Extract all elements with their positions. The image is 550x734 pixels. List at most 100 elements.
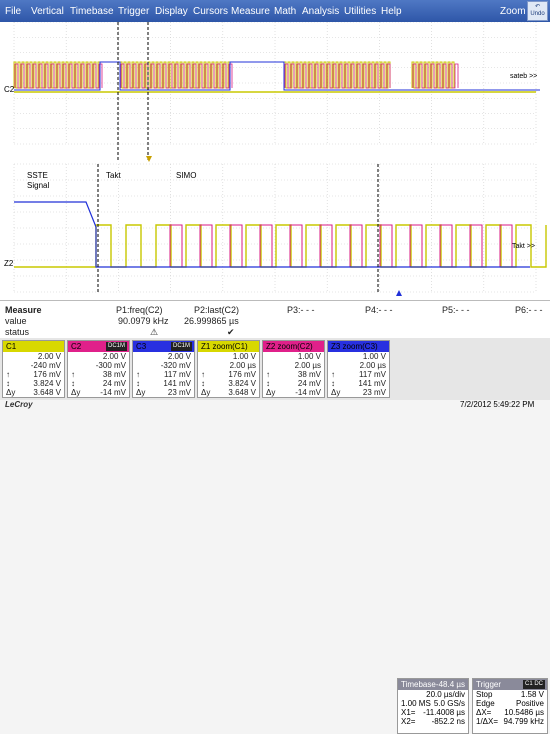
row-symbol: ↕ [6,379,10,388]
row-value: 176 mV [228,370,256,379]
menu-analysis[interactable]: Analysis [302,6,340,17]
brand-logo: LeCroy [5,400,33,409]
zoom-button[interactable]: Zoom [500,6,526,17]
row-value: 2.00 V [37,352,61,361]
channel-row: ↕ 141 mV [133,379,194,388]
channel-name: C3 [136,342,147,351]
channel-row: 2.00 V [133,352,194,361]
timebase-samples: 1.00 MS [401,699,431,708]
row-value: 2.00 V [167,352,191,361]
measure-panel: Measure value status P1:freq(C2) 90.0979… [0,300,550,338]
datetime: 7/2/2012 5:49:22 PM [460,400,535,409]
undo-button[interactable]: ↶ Undo [527,1,548,21]
channel-row: -300 mV [68,361,129,370]
inv-delta-x-label: 1/ΔX= [476,717,499,726]
channel-row: ↑ 117 mV [328,370,389,379]
channel-name: Z2 zoom(C2) [266,342,313,351]
menu-display[interactable]: Display [155,6,188,17]
channel-box-0[interactable]: C1 2.00 V -240 mV ↑ 176 mV ↕ 3.824 V Δy 3.648 V [2,340,65,398]
burst-data-trace [14,63,103,89]
inv-delta-x-value: 94.799 kHz [503,717,544,726]
p4-name[interactable]: P4:- - - [365,305,393,315]
timebase-offset: -48.4 µs [435,680,465,689]
channel-row: ↕ 24 mV [68,379,129,388]
row-symbol: ↕ [136,379,140,388]
menu-measure[interactable]: Measure [231,6,270,17]
p3-name[interactable]: P3:- - - [287,305,315,315]
delta-x-value: 10.5486 µs [504,708,544,717]
p6-name[interactable]: P6:- - - [515,305,543,315]
channel-header: C1 [3,341,64,352]
trigger-level: 1.58 V [520,690,544,699]
channel-name: Z3 zoom(C3) [331,342,378,351]
menu-help[interactable]: Help [381,6,402,17]
channel-box-5[interactable]: Z3 zoom(C3) 1.00 V 2.00 µs ↑ 117 mV ↕ 141 mV Δy… [327,340,390,398]
channel-box-4[interactable]: Z2 zoom(C2) 1.00 V 2.00 µs ↑ 38 mV ↕ 24 mV Δy -1… [262,340,325,398]
channel-row: 1.00 V [263,352,324,361]
trigger-label: Trigger [476,680,502,689]
row-symbol: ↑ [136,370,140,379]
row-value: 117 mV [359,370,386,379]
p1-name[interactable]: P1:freq(C2) [116,305,163,315]
row-symbol: ↑ [6,370,10,379]
timebase-rate: 20.0 µs/div [426,690,465,699]
takt-label: Takt [106,171,121,180]
row-value: 117 mV [164,370,191,379]
menu-timebase[interactable]: Timebase [70,6,114,17]
row-symbol: ↕ [331,379,335,388]
channel-row: -320 mV [133,361,194,370]
channel-box-2[interactable]: C3 DC1M 2.00 V -320 mV ↑ 117 mV ↕ 141 mV Δy 23 mV [132,340,195,398]
row-value: 24 mV [102,379,126,388]
simo-label: SIMO [176,171,196,180]
channel-row: ↑ 38 mV [68,370,129,379]
channel-name: C2 [71,342,82,351]
waveform-display[interactable]: C2 sateb >> Z2 Takt >> SSTE Signal Takt … [0,22,550,300]
row-value: 141 mV [163,379,191,388]
trigger-box[interactable]: Trigger C1 DC Stop 1.58 V Edge Positive ΔX=… [472,678,548,734]
channel-name: C1 [6,342,17,351]
trigger-slope: Positive [515,699,544,708]
burst-data-trace [412,63,459,89]
timebase-box[interactable]: Timebase -48.4 µs 20.0 µs/div 1.00 MS 5.0 … [397,678,469,734]
p5-name[interactable]: P5:- - - [442,305,470,315]
channel-header: C3 DC1M [133,341,194,352]
c3-top-trace [14,61,540,91]
menu-utilities[interactable]: Utilities [344,6,377,17]
c2-data-trace [169,224,513,268]
menu-file[interactable]: File [5,6,22,17]
channel-row: ↕ 24 mV [263,379,324,388]
p2-name[interactable]: P2:last(C2) [194,305,240,315]
trigger-type: Edge [476,699,495,708]
channel-row: Δy 23 mV [328,388,389,397]
timebase-label: Timebase [401,680,436,689]
p2-value: 26.999865 µs [184,316,239,326]
channel-row: 2.00 V [3,352,64,361]
row-value: 3.648 V [228,388,256,397]
row-value: 2.00 µs [229,361,256,370]
row-value: 38 mV [297,370,321,379]
channel-row: ↑ 117 mV [133,370,194,379]
row-symbol: Δy [331,388,341,397]
timebase-sample-rate: 5.0 GS/s [433,699,465,708]
row-symbol: Δy [71,388,81,397]
row-value: 23 mV [167,388,191,397]
channel-row: ↑ 38 mV [263,370,324,379]
menu-cursors[interactable]: Cursors [193,6,229,17]
top-tag-label: sateb >> [510,73,537,80]
signal-label: Signal [27,181,49,190]
channel-header: C2 DC1M [68,341,129,352]
channel-row: Δy -14 mV [263,388,324,397]
p1-status-warning-icon: ⚠ [150,327,159,337]
menu-trigger[interactable]: Trigger [118,6,150,17]
burst-data-trace [284,63,391,89]
menu-math[interactable]: Math [274,6,297,17]
burst-data-trace [120,63,233,89]
row-value: 2.00 µs [359,361,386,370]
menu-vertical[interactable]: Vertical [31,6,64,17]
traces [13,61,547,268]
channel-box-1[interactable]: C2 DC1M 2.00 V -300 mV ↑ 38 mV ↕ 24 mV Δy -14 mV [67,340,130,398]
row-value: 38 mV [102,370,126,379]
row-symbol: Δy [201,388,211,397]
grid-lines [13,22,537,293]
